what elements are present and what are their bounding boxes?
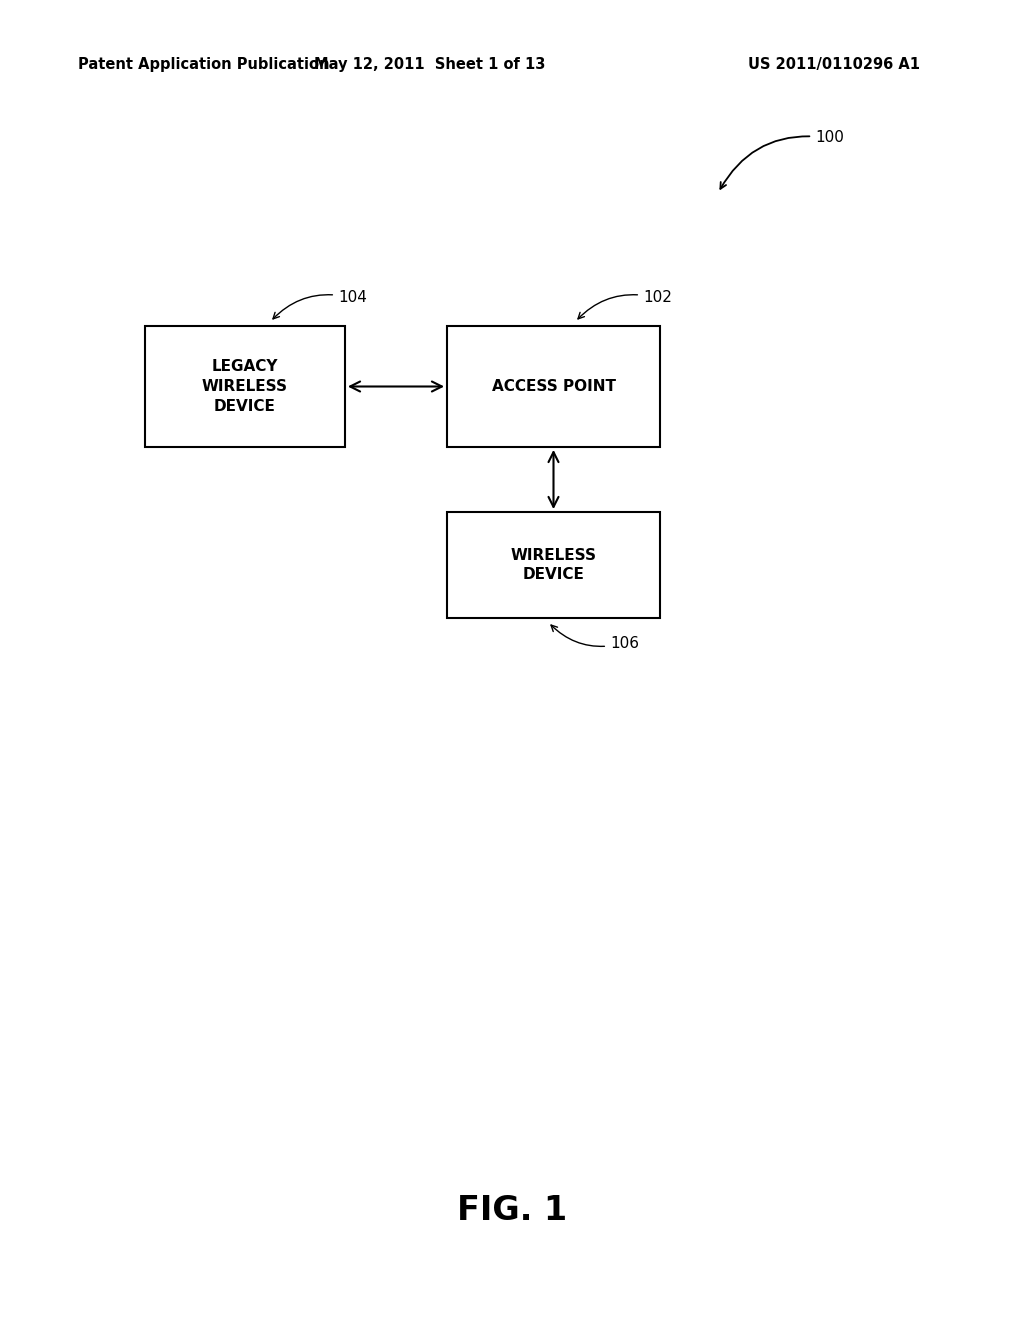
Text: 106: 106 — [551, 626, 639, 651]
Text: FIG. 1: FIG. 1 — [457, 1193, 567, 1226]
Text: WIRELESS
DEVICE: WIRELESS DEVICE — [511, 548, 597, 582]
Text: Patent Application Publication: Patent Application Publication — [78, 58, 330, 73]
Bar — [447, 326, 660, 447]
Text: 102: 102 — [578, 290, 672, 319]
Text: May 12, 2011  Sheet 1 of 13: May 12, 2011 Sheet 1 of 13 — [314, 58, 546, 73]
Text: ACCESS POINT: ACCESS POINT — [492, 379, 615, 393]
Bar — [145, 326, 345, 447]
Text: 100: 100 — [720, 131, 844, 189]
Bar — [447, 512, 660, 618]
Text: US 2011/0110296 A1: US 2011/0110296 A1 — [748, 58, 920, 73]
Text: LEGACY
WIRELESS
DEVICE: LEGACY WIRELESS DEVICE — [202, 359, 288, 413]
Text: 104: 104 — [273, 290, 367, 319]
